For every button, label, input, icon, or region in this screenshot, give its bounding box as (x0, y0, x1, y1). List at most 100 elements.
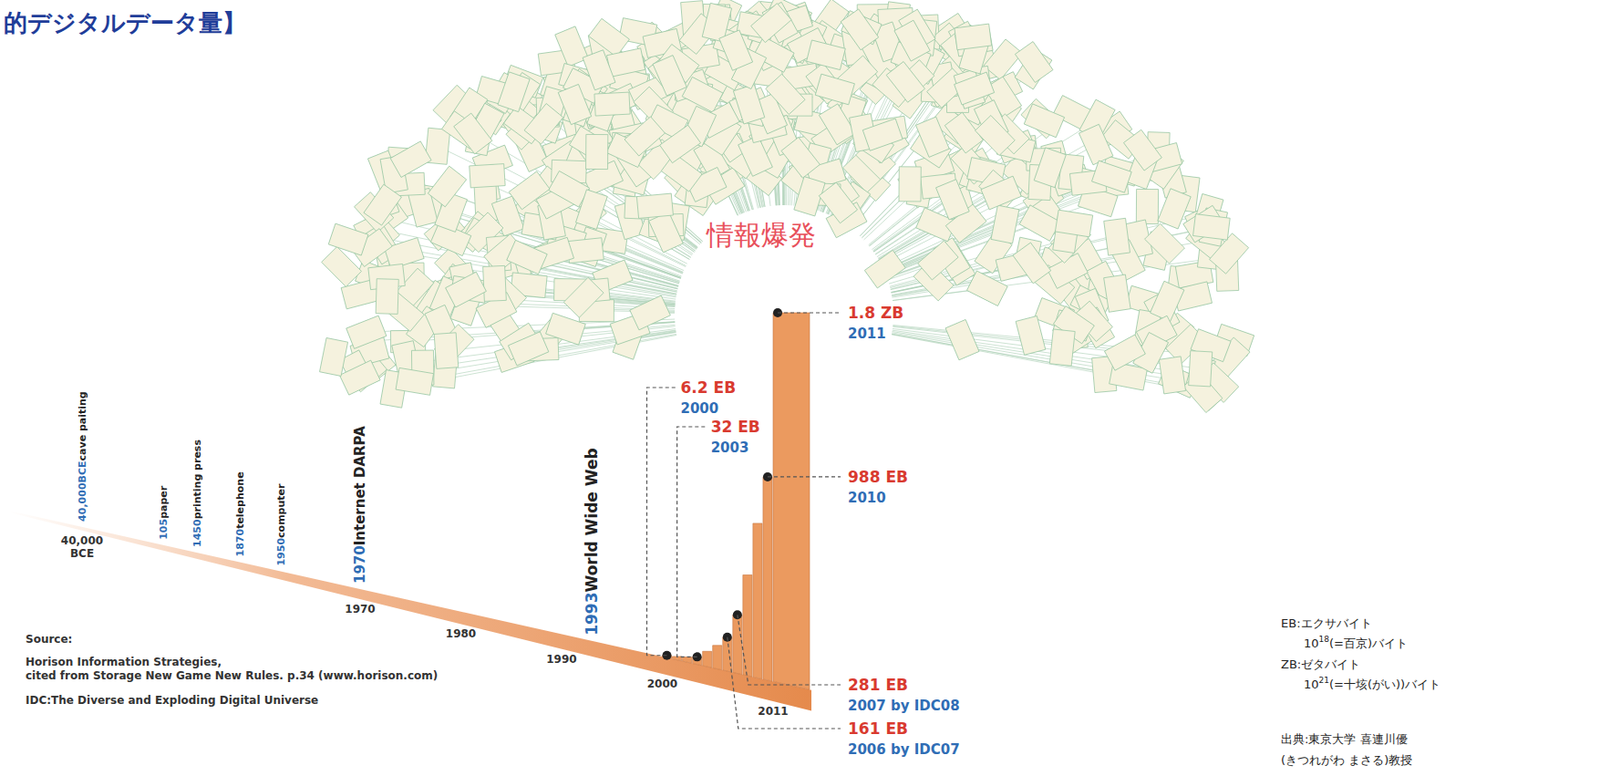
sheet (483, 265, 507, 301)
sheet (1135, 188, 1158, 224)
sheet (719, 30, 754, 71)
tick-label-line: BCE (70, 547, 94, 560)
sheet (586, 134, 609, 169)
event-text: cave paiting (76, 391, 89, 461)
unit-base: 10 (1303, 677, 1320, 692)
sheet (954, 23, 992, 51)
source-line: Horison Information Strategies, (25, 655, 222, 669)
sheet (765, 73, 806, 114)
sheet (1023, 103, 1064, 138)
leader-line (777, 311, 841, 313)
note-label: 2003 (711, 439, 750, 456)
event-year: 40,000BCE (76, 460, 89, 521)
credit-line: 出典:東京大学 喜連川優 (1280, 732, 1408, 746)
event-label: 105paper (157, 485, 170, 540)
leader-line (767, 475, 841, 477)
sheet (339, 360, 381, 395)
bar (763, 476, 773, 682)
sheet (781, 137, 820, 179)
event-label: 40,000BCEcave paiting (76, 391, 89, 522)
sheet (375, 278, 399, 315)
stem (892, 330, 1201, 375)
source: Source:Horison Information Strategies,ci… (25, 632, 438, 707)
sheet (945, 319, 980, 360)
sheet (507, 331, 548, 366)
unit-term: ZB:ゼタバイト (1280, 657, 1361, 671)
sheet (506, 239, 548, 274)
tick-label: 40,000BCE (61, 534, 104, 560)
bar (712, 645, 723, 671)
x-tick-labels: 40,000BCE19701980199020002011 (61, 534, 789, 718)
sheet (384, 237, 425, 270)
sheet (588, 18, 630, 57)
leader-line (646, 387, 676, 656)
sheet (681, 76, 723, 113)
sheet (660, 153, 702, 192)
sheet (567, 237, 604, 264)
note-label: 2010 (847, 489, 887, 506)
tick-label: 1990 (546, 652, 577, 666)
sheet (445, 271, 487, 308)
event-label: 1993World Wide Web (582, 447, 601, 636)
sheet (607, 48, 646, 77)
sheet (320, 337, 349, 376)
source-line: Source: (25, 632, 73, 646)
source-line: IDC:The Diverse and Exploding Digital Un… (25, 693, 319, 707)
annotation: 情報爆発 (705, 218, 816, 251)
sheet (1188, 350, 1213, 387)
event-year: 1970 (351, 545, 369, 584)
leader-line (727, 637, 841, 729)
note-label: 2006 by IDC07 (847, 741, 960, 758)
sheet (1014, 41, 1053, 83)
sheet (557, 83, 591, 124)
tick-label: 1970 (344, 602, 375, 616)
sheet (980, 175, 1022, 210)
note-label: 2011 (847, 325, 887, 342)
sheet (1012, 242, 1052, 284)
value-label: 6.2 EB (680, 378, 736, 397)
value-label: 281 EB (847, 675, 909, 694)
value-label: 1.8 ZB (847, 303, 904, 322)
sheet (806, 40, 847, 71)
note-label: 2000 (680, 400, 719, 417)
event-year: 105 (157, 518, 170, 540)
sheet (864, 249, 906, 289)
unit-text: (=百京)バイト (1329, 636, 1408, 651)
bar (753, 523, 763, 680)
sheet (936, 179, 971, 220)
sheet (1091, 160, 1132, 193)
sheet (818, 182, 857, 224)
sheet (990, 205, 1020, 244)
bar (682, 657, 692, 664)
sheet (508, 171, 550, 210)
unit-base: 10 (1303, 636, 1320, 651)
sheet (395, 367, 434, 395)
unit-exponent: 21 (1319, 675, 1330, 685)
sheet (1015, 315, 1046, 355)
sheet (390, 141, 432, 178)
credit: 出典:東京大学 喜連川優(きつれがわ まさる)教授 (1280, 732, 1413, 767)
tick-label-line: 1980 (445, 627, 476, 640)
sheet (818, 103, 856, 145)
sheet (636, 193, 673, 218)
event-year: 1450 (191, 518, 204, 548)
sheet (915, 116, 950, 157)
sheet (433, 332, 459, 370)
bar (702, 650, 713, 668)
bar (722, 637, 733, 672)
sheet (840, 9, 879, 51)
tick-label: 1980 (445, 627, 476, 640)
data-labels: 6.2 EB200032 EB2003161 EB2006 by IDC0728… (646, 303, 960, 758)
sheet (1193, 214, 1231, 240)
sheet (363, 184, 402, 226)
event-text: Internet DARPA (351, 425, 369, 546)
sheet (862, 118, 903, 151)
sheet (1104, 217, 1131, 256)
unit-notes: EB:エクサバイト1018(=百京)バイトZB:ゼタバイト1021(=十垓(がい… (1280, 616, 1441, 692)
event-label: 1950computer (275, 483, 288, 567)
sheet (1123, 129, 1162, 171)
sheet (582, 50, 616, 91)
sheet (918, 240, 959, 280)
tick-label-line: 2011 (757, 704, 788, 718)
sheet (751, 3, 792, 43)
